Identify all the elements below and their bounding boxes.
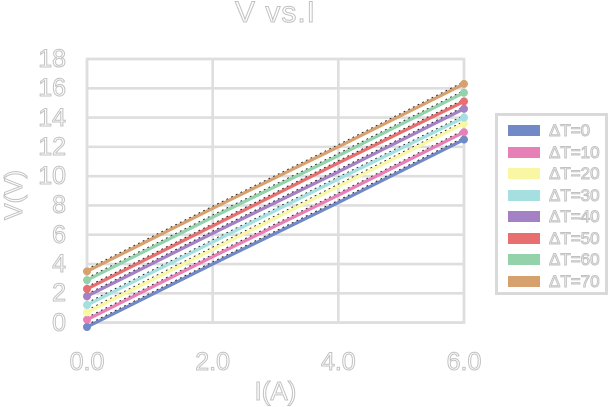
y-tick-label: 14 (38, 103, 67, 132)
series-marker-dt-50 (460, 97, 468, 106)
legend-swatch (508, 232, 540, 244)
series-marker-dt-10 (460, 128, 468, 137)
legend-label: ΔT=0 (548, 121, 591, 141)
series-marker-dt-30 (83, 301, 91, 310)
legend-swatch (508, 189, 540, 201)
legend-label: ΔT=10 (549, 142, 601, 162)
x-tick-label: 2.0 (195, 348, 231, 376)
series-line-dt-20 (86, 122, 465, 314)
series-marker-dt-60 (83, 276, 91, 285)
legend-swatch (508, 168, 540, 180)
legend-swatch (508, 146, 540, 158)
x-tick-label: 0.0 (69, 348, 105, 376)
y-tick-label: 12 (38, 132, 67, 161)
series-marker-dt-40 (83, 292, 91, 301)
legend-swatch (508, 125, 540, 137)
legend-item-dt-50: ΔT=50 (498, 228, 605, 250)
legend-label: ΔT=40 (549, 207, 601, 227)
y-tick-label: 8 (52, 191, 67, 220)
x-tick-label: 4.0 (320, 348, 356, 376)
legend: ΔT=0 ΔT=10 ΔT=20 ΔT=30 ΔT=40 ΔT=50 ΔT=60 ΔT=70 (495, 113, 608, 295)
legend-label: ΔT=20 (549, 164, 601, 184)
legend-label: ΔT=70 (549, 271, 601, 291)
legend-item-dt-0: ΔT=0 (498, 120, 605, 142)
series-marker-dt-70 (460, 79, 468, 88)
legend-label: ΔT=60 (549, 250, 601, 270)
y-tick-label: 18 (38, 45, 67, 73)
legend-item-dt-10: ΔT=10 (498, 142, 605, 164)
legend-item-dt-40: ΔT=40 (498, 206, 605, 228)
trendline-20 (86, 120, 465, 311)
y-tick-label: 0 (52, 308, 67, 337)
legend-item-dt-60: ΔT=60 (498, 249, 605, 271)
y-tick-label: 6 (52, 220, 67, 249)
y-tick-label: 10 (38, 162, 67, 191)
series-marker-dt-30 (460, 113, 468, 122)
legend-swatch (508, 211, 540, 223)
legend-label: ΔT=50 (549, 228, 601, 248)
series-line-dt-40 (86, 107, 465, 298)
series-marker-dt-0 (460, 135, 468, 144)
legend-label: ΔT=30 (549, 185, 601, 205)
chart-title: V vs.I (234, 0, 316, 30)
series-line-dt-0 (86, 138, 465, 329)
series-marker-dt-40 (460, 104, 468, 113)
y-tick-label: 4 (52, 250, 67, 279)
legend-item-dt-30: ΔT=30 (498, 185, 605, 207)
y-tick-label: 16 (38, 74, 67, 103)
legend-item-dt-70: ΔT=70 (498, 271, 605, 293)
legend-swatch (508, 275, 540, 287)
y-axis-label: V(V) (0, 170, 29, 221)
series-line-dt-70 (86, 82, 465, 273)
x-axis-label: I(A) (254, 376, 297, 407)
series-marker-dt-20 (83, 308, 91, 317)
y-tick-label: 2 (52, 279, 67, 308)
series-marker-dt-0 (83, 322, 91, 331)
x-tick-label: 6.0 (446, 348, 482, 376)
series-marker-dt-70 (83, 267, 91, 276)
legend-item-dt-20: ΔT=20 (498, 163, 605, 185)
series-marker-dt-20 (460, 119, 468, 128)
series-marker-dt-60 (460, 88, 468, 97)
series-marker-dt-10 (83, 315, 91, 324)
series-line-dt-10 (86, 130, 465, 322)
series-marker-dt-50 (83, 284, 91, 293)
series-line-dt-50 (86, 100, 465, 291)
plot-border (85, 57, 466, 324)
series-line-dt-60 (86, 91, 465, 282)
series-line-dt-30 (86, 116, 465, 307)
legend-swatch (508, 254, 540, 266)
